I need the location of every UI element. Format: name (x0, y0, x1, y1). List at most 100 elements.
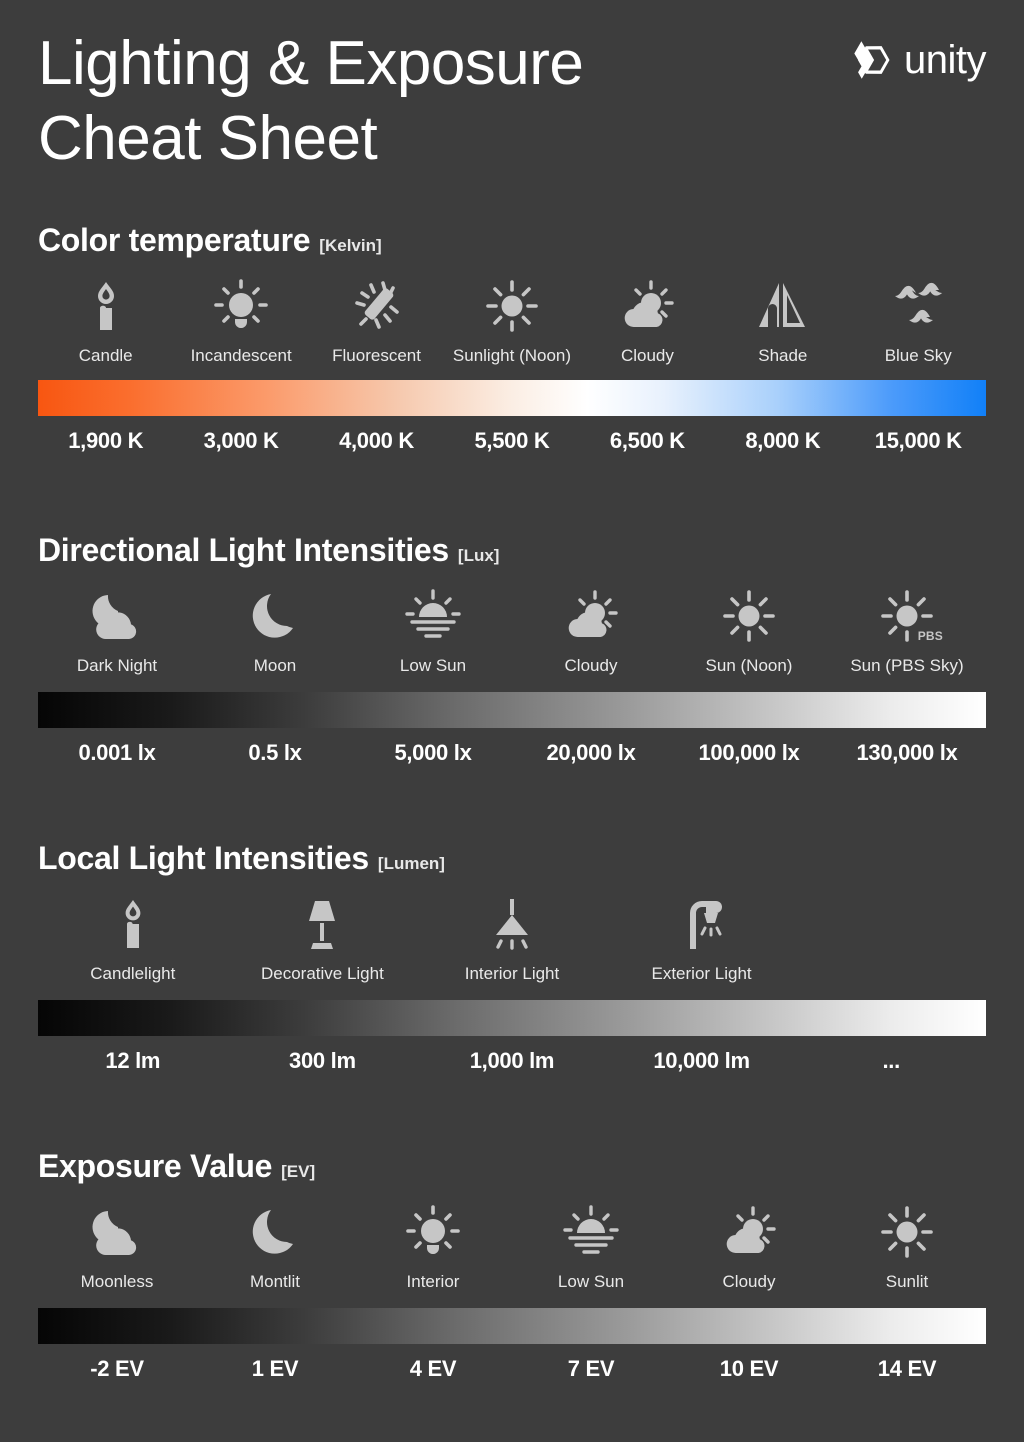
value-row-exposure: -2 EV 1 EV 4 EV 7 EV 10 EV 14 EV (38, 1356, 986, 1382)
value-row-local: 12 lm 300 lm 1,000 lm 10,000 lm ... (38, 1048, 986, 1074)
value-cell: 0.5 lx (196, 740, 354, 766)
sun-icon (879, 1201, 935, 1263)
section-title: Color temperature (38, 222, 311, 258)
candle-icon (113, 893, 153, 955)
item-label: Sun (PBS Sky) (850, 656, 964, 675)
value-cell: ... (796, 1048, 986, 1074)
item-label: Sunlight (Noon) (452, 346, 572, 365)
section-unit: [Lumen] (377, 854, 445, 873)
sun-cloud-icon (720, 1201, 778, 1263)
value-cell: 130,000 lx (828, 740, 986, 766)
sunset-icon (562, 1201, 620, 1263)
item-shade: Shade (715, 275, 850, 366)
value-label: 14 EV (877, 1356, 937, 1381)
item-local-spacer (796, 893, 986, 984)
icon-row-directional: Dark Night Moon Low Sun Cloudy (38, 585, 986, 676)
section-title: Directional Light Intensities (38, 532, 449, 568)
section-heading: Color temperature [Kelvin] (38, 222, 986, 259)
item-label: Moonless (80, 1272, 154, 1291)
value-label: 20,000 lx (546, 740, 636, 765)
item-decorative-light: Decorative Light (228, 893, 418, 984)
page-title: Lighting & Exposure Cheat Sheet (38, 29, 584, 174)
ceiling-light-icon (486, 893, 538, 955)
value-cell: 20,000 lx (512, 740, 670, 766)
ev-gradient-bar (38, 1308, 986, 1344)
item-label: Dark Night (76, 656, 158, 675)
item-sun-noon: Sun (Noon) (670, 585, 828, 676)
item-sunlit: Sunlit (828, 1201, 986, 1292)
lightbulb-icon (405, 1201, 461, 1263)
item-label: Cloudy (564, 656, 618, 675)
value-cell: 1,000 lm (417, 1048, 607, 1074)
value-cell: 6,500 K (580, 428, 715, 454)
lightbulb-icon (213, 275, 269, 337)
sun-cloud-icon (618, 275, 676, 337)
item-sunlight-noon: Sunlight (Noon) (444, 275, 579, 366)
item-moon: Moon (196, 585, 354, 676)
item-label: Candle (78, 346, 133, 365)
item-label: Montlit (249, 1272, 301, 1291)
value-cell: 14 EV (828, 1356, 986, 1382)
item-moonless: Moonless (38, 1201, 196, 1292)
value-row-color-temperature: 1,900 K 3,000 K 4,000 K 5,500 K 6,500 K … (38, 428, 986, 454)
item-label: Interior (406, 1272, 460, 1291)
moon-icon (251, 1201, 299, 1263)
value-label: 300 lm (289, 1048, 356, 1073)
birds-sky-icon (888, 275, 948, 337)
value-cell: 5,000 lx (354, 740, 512, 766)
item-label: Blue Sky (884, 346, 952, 365)
item-cloudy: Cloudy (670, 1201, 828, 1292)
kelvin-gradient-bar (38, 380, 986, 416)
sun-icon (721, 585, 777, 647)
value-label: 5,500 K (474, 428, 550, 453)
table-lamp-icon (299, 893, 345, 955)
section-directional-light-intensities: Directional Light Intensities [Lux] Dark… (38, 532, 986, 766)
value-cell: 4 EV (354, 1356, 512, 1382)
moon-icon (251, 585, 299, 647)
value-cell: 7 EV (512, 1356, 670, 1382)
item-label: Candlelight (90, 964, 176, 983)
item-candlelight: Candlelight (38, 893, 228, 984)
item-label: Cloudy (620, 346, 674, 365)
value-label: 10,000 lm (653, 1048, 750, 1073)
value-label: 1,900 K (68, 428, 144, 453)
item-blue-sky: Blue Sky (851, 275, 986, 366)
unity-logo-text: unity (904, 38, 987, 82)
unity-cube-icon (849, 38, 893, 82)
sunset-icon (404, 585, 462, 647)
sun-pbs-icon: PBS (879, 585, 943, 647)
section-heading: Local Light Intensities [Lumen] (38, 840, 986, 877)
moon-cloud-icon (88, 585, 146, 647)
value-label: 0.001 lx (78, 740, 156, 765)
value-cell: 300 lm (228, 1048, 418, 1074)
item-cloudy: Cloudy (512, 585, 670, 676)
item-fluorescent: Fluorescent (309, 275, 444, 366)
item-label: Interior Light (464, 964, 560, 983)
value-row-directional: 0.001 lx 0.5 lx 5,000 lx 20,000 lx 100,0… (38, 740, 986, 766)
value-label: 130,000 lx (856, 740, 958, 765)
sun-cloud-icon (562, 585, 620, 647)
section-unit: [Kelvin] (319, 236, 382, 255)
moon-cloud-icon (88, 1201, 146, 1263)
value-label: 1,000 lm (469, 1048, 555, 1073)
value-label: -2 EV (90, 1356, 144, 1381)
item-candle: Candle (38, 275, 173, 366)
value-cell: 10 EV (670, 1356, 828, 1382)
item-label: Fluorescent (332, 346, 421, 365)
street-lamp-icon (676, 893, 728, 955)
item-label: Low Sun (399, 656, 467, 675)
item-label: Exterior Light (651, 964, 752, 983)
item-label: Cloudy (722, 1272, 776, 1291)
fluorescent-icon (349, 275, 405, 337)
value-cell: 4,000 K (309, 428, 444, 454)
section-unit: [Lux] (457, 546, 500, 565)
item-label: Moon (253, 656, 297, 675)
value-ellipsis: ... (882, 1048, 900, 1073)
section-title: Local Light Intensities (38, 840, 369, 876)
item-label: Low Sun (557, 1272, 625, 1291)
section-unit: [EV] (281, 1162, 316, 1181)
value-label: 4 EV (409, 1356, 457, 1381)
value-cell: 8,000 K (715, 428, 850, 454)
section-heading: Directional Light Intensities [Lux] (38, 532, 986, 569)
value-cell: 1,900 K (38, 428, 173, 454)
